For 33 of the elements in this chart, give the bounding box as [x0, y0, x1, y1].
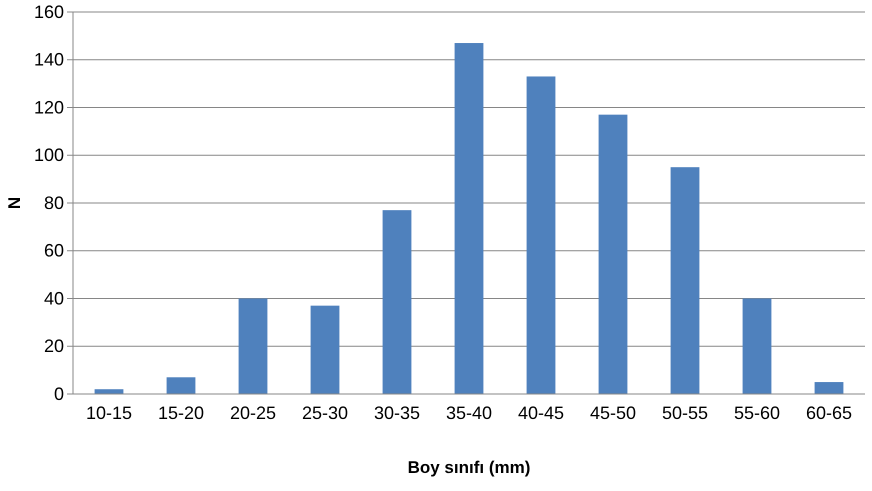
y-tick-label: 100: [34, 145, 64, 166]
bar: [310, 306, 340, 394]
x-tick-label: 60-65: [806, 402, 852, 423]
x-tick-label: 50-55: [662, 402, 708, 423]
x-tick-label: 40-45: [518, 402, 564, 423]
y-tick-label: 120: [34, 97, 64, 118]
bar: [382, 210, 412, 394]
x-tick-label: 10-15: [86, 402, 132, 423]
bar: [94, 389, 124, 394]
x-tick-label: 25-30: [302, 402, 348, 423]
y-tick-label: 160: [34, 2, 64, 22]
y-tick-label: 140: [34, 50, 64, 70]
bar: [454, 43, 484, 394]
x-tick-label: 35-40: [446, 402, 492, 423]
y-tick-label: 60: [44, 240, 64, 261]
x-tick-label: 55-60: [734, 402, 780, 423]
bar: [166, 377, 196, 394]
y-tick-label: 80: [44, 192, 64, 213]
bar: [670, 167, 700, 394]
bar: [238, 298, 268, 394]
x-tick-label: 20-25: [230, 402, 276, 423]
bar: [742, 298, 772, 394]
bar: [526, 76, 556, 394]
bar: [598, 114, 628, 394]
y-tick-label: 20: [44, 336, 64, 356]
y-axis-title: N: [5, 196, 24, 210]
x-axis-title: Boy sınıfı (mm): [408, 458, 530, 477]
x-tick-label: 45-50: [590, 402, 636, 423]
y-tick-label: 40: [44, 288, 64, 308]
y-tick-label: 0: [54, 384, 64, 404]
x-tick-label: 30-35: [374, 402, 420, 423]
bar: [814, 382, 844, 394]
x-tick-label: 15-20: [158, 402, 204, 423]
